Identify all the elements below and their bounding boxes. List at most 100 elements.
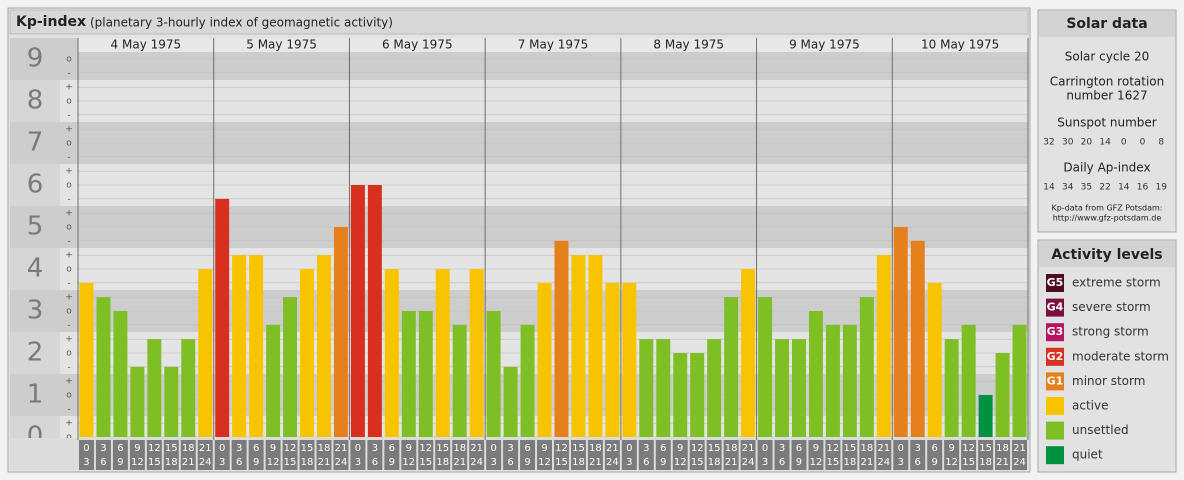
interval-end: 24 (877, 457, 890, 468)
sunspot-title: Sunspot number (1057, 116, 1156, 130)
bar (96, 297, 111, 437)
interval-start: 12 (148, 443, 161, 454)
bar (978, 395, 993, 437)
legend-swatch (1046, 323, 1064, 342)
y-minor-label: - (67, 68, 70, 78)
interval-end: 12 (131, 457, 144, 468)
interval-start: 12 (555, 443, 568, 454)
y-minor-label: o (66, 55, 72, 65)
y-minor-label: o (66, 307, 72, 317)
bar (503, 366, 518, 437)
interval-box (163, 440, 179, 470)
interval-end: 6 (236, 457, 242, 468)
interval-end: 21 (725, 457, 738, 468)
legend-label: minor storm (1072, 374, 1145, 388)
bar (995, 353, 1010, 437)
bar (520, 324, 535, 437)
solar-panel (1037, 9, 1177, 233)
interval-end: 15 (691, 457, 704, 468)
y-minor-label: - (67, 320, 70, 330)
y-minor-label: + (65, 335, 73, 345)
interval-box (503, 440, 519, 470)
bar (571, 255, 586, 437)
interval-box (367, 440, 383, 470)
y-minor-label: o (66, 433, 72, 443)
interval-box (333, 440, 349, 470)
y-tick-label: 3 (27, 296, 44, 326)
interval-end: 12 (267, 457, 280, 468)
interval-end: 24 (199, 457, 212, 468)
interval-box (774, 440, 790, 470)
interval-box (486, 440, 502, 470)
interval-end: 15 (284, 457, 297, 468)
y-minor-label: + (65, 83, 73, 93)
day-label: 7 May 1975 (518, 38, 589, 52)
y-minor-label: o (66, 139, 72, 149)
bar (690, 353, 705, 437)
legend-swatch (1046, 298, 1064, 317)
interval-end: 9 (796, 457, 802, 468)
ap-value: 14 (1118, 183, 1130, 193)
sunspots-value: 0 (1140, 138, 1146, 148)
ap-value: 34 (1062, 183, 1074, 193)
interval-start: 18 (453, 443, 466, 454)
interval-end: 6 (372, 457, 378, 468)
ap-value: 16 (1137, 183, 1149, 193)
interval-end: 6 (915, 457, 921, 468)
bar (486, 311, 501, 437)
interval-end: 24 (470, 457, 483, 468)
interval-box (893, 440, 909, 470)
interval-box (520, 440, 536, 470)
interval-end: 12 (810, 457, 823, 468)
bar (249, 255, 264, 437)
interval-start: 0 (762, 443, 768, 454)
interval-end: 18 (436, 457, 449, 468)
bar (198, 269, 213, 437)
interval-box (95, 440, 111, 470)
interval-box (350, 440, 366, 470)
interval-start: 21 (199, 443, 212, 454)
interval-start: 9 (541, 443, 547, 454)
interval-start: 18 (182, 443, 195, 454)
y-minor-label: + (65, 419, 73, 429)
interval-box (876, 440, 892, 470)
interval-box (961, 440, 977, 470)
interval-box (978, 440, 994, 470)
chart-title: Kp-index (16, 14, 86, 30)
interval-end: 21 (318, 457, 331, 468)
interval-box (1012, 440, 1027, 470)
interval-end: 9 (524, 457, 530, 468)
credit: Kp-data from GFZ Potsdam: (1052, 204, 1163, 213)
interval-end: 24 (335, 457, 348, 468)
sunspots-value: 14 (1099, 138, 1111, 148)
y-tick-label: 2 (27, 338, 44, 368)
interval-start: 6 (117, 443, 123, 454)
interval-start: 15 (572, 443, 585, 454)
interval-end: 3 (898, 457, 904, 468)
interval-box (638, 440, 654, 470)
legend-swatch (1046, 446, 1064, 465)
legend-label: extreme storm (1072, 276, 1161, 290)
levels-title: Activity levels (1051, 247, 1162, 263)
y-tick-label: 1 (27, 380, 44, 410)
bar (266, 324, 281, 437)
solar-title: Solar data (1066, 16, 1147, 32)
bar (232, 255, 247, 437)
interval-end: 18 (844, 457, 857, 468)
y-minor-label: o (66, 223, 72, 233)
interval-end: 15 (827, 457, 840, 468)
interval-start: 21 (470, 443, 483, 454)
interval-end: 6 (507, 457, 513, 468)
y-minor-label: o (66, 391, 72, 401)
interval-end: 21 (589, 457, 602, 468)
interval-end: 15 (419, 457, 432, 468)
carrington: Carrington rotation (1050, 75, 1164, 89)
interval-box (995, 440, 1011, 470)
interval-start: 0 (355, 443, 361, 454)
bar (537, 282, 552, 437)
interval-end: 6 (779, 457, 785, 468)
bar (215, 198, 230, 437)
interval-start: 18 (318, 443, 331, 454)
interval-start: 0 (490, 443, 496, 454)
